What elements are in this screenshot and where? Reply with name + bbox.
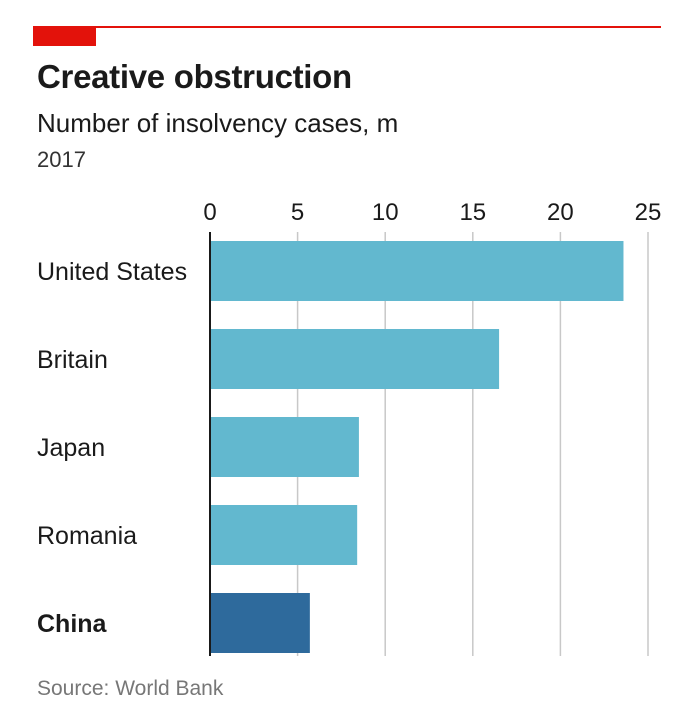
category-label-china: China	[37, 610, 108, 638]
category-label-japan: Japan	[37, 434, 105, 462]
gridlines	[296, 232, 649, 656]
bar-united-states	[210, 241, 624, 301]
bar-japan	[210, 417, 359, 477]
chart-year: 2017	[37, 147, 86, 172]
bars	[210, 241, 624, 653]
bar-britain	[210, 329, 500, 389]
category-label-united-states: United States	[37, 258, 187, 286]
bar-romania	[210, 505, 358, 565]
top-red-rule	[33, 26, 661, 28]
category-label-romania: Romania	[37, 522, 137, 550]
chart-subtitle: Number of insolvency cases, m	[37, 108, 399, 138]
bar-china	[210, 593, 310, 653]
tick-label-25: 25	[635, 199, 662, 226]
chart-title: Creative obstruction	[37, 58, 352, 95]
category-labels: United States Britain Japan Romania China	[37, 258, 187, 638]
x-axis-ticks: 0 5 10 15 20 25	[203, 199, 661, 226]
source-note: Source: World Bank	[37, 677, 224, 700]
tick-label-20: 20	[547, 199, 574, 226]
tick-label-0: 0	[203, 199, 216, 226]
tick-label-5: 5	[291, 199, 304, 226]
red-tag-logo	[33, 26, 96, 46]
tick-label-15: 15	[459, 199, 486, 226]
tick-label-10: 10	[372, 199, 399, 226]
category-label-britain: Britain	[37, 346, 108, 374]
